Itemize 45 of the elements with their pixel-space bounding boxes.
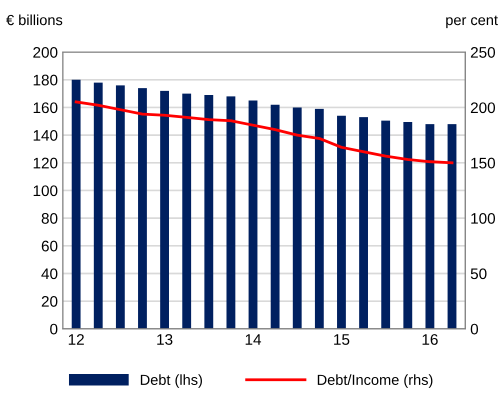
- y2-tick-label: 200: [470, 102, 496, 114]
- bar: [359, 117, 368, 329]
- bar: [403, 122, 412, 329]
- y-tick-label: 80: [42, 213, 58, 224]
- bar: [160, 90, 169, 329]
- bar: [226, 96, 236, 329]
- y-tick-label: 140: [34, 130, 58, 141]
- bar: [248, 100, 258, 329]
- bar: [94, 82, 103, 329]
- x-tick-label: 13: [157, 334, 172, 345]
- bar: [116, 85, 125, 329]
- x-tick-label: 12: [68, 334, 84, 345]
- y2-tick-label: 250: [470, 47, 496, 58]
- bar: [138, 88, 147, 329]
- y-tick-label: 60: [42, 240, 58, 252]
- y2-tick-label: 0: [470, 324, 478, 335]
- y2-tick-label: 50: [470, 268, 487, 280]
- y-tick-label: 40: [41, 268, 58, 280]
- y-tick-label: 20: [42, 296, 58, 307]
- y2-tick-label: 100: [471, 213, 496, 224]
- bar: [182, 94, 192, 329]
- bar: [425, 124, 434, 329]
- bar: [72, 80, 81, 329]
- bar: [337, 116, 346, 329]
- legend-label: Debt (lhs): [140, 374, 202, 388]
- x-tick-label: 16: [422, 334, 438, 345]
- bar: [314, 108, 324, 329]
- y2-tick-label: 150: [471, 158, 496, 168]
- bar: [270, 104, 280, 329]
- y2-axis-title: per cent: [446, 16, 498, 28]
- bar: [292, 107, 302, 329]
- y-tick-label: 160: [34, 102, 58, 114]
- line-series: [74, 100, 454, 164]
- bar: [204, 95, 214, 329]
- y-tick-label: 180: [34, 74, 58, 86]
- bar: [448, 124, 456, 329]
- y-axis-title: € billions: [6, 14, 62, 26]
- legend-label: Debt/Income (rhs): [318, 374, 432, 388]
- y-tick-label: 100: [34, 185, 58, 196]
- y-tick-label: 120: [34, 158, 58, 168]
- x-tick-label: 14: [246, 334, 262, 345]
- x-tick-label: 15: [334, 334, 350, 345]
- y-tick-label: 200: [33, 47, 58, 58]
- y-tick-label: 0: [50, 324, 58, 335]
- bar: [381, 120, 390, 329]
